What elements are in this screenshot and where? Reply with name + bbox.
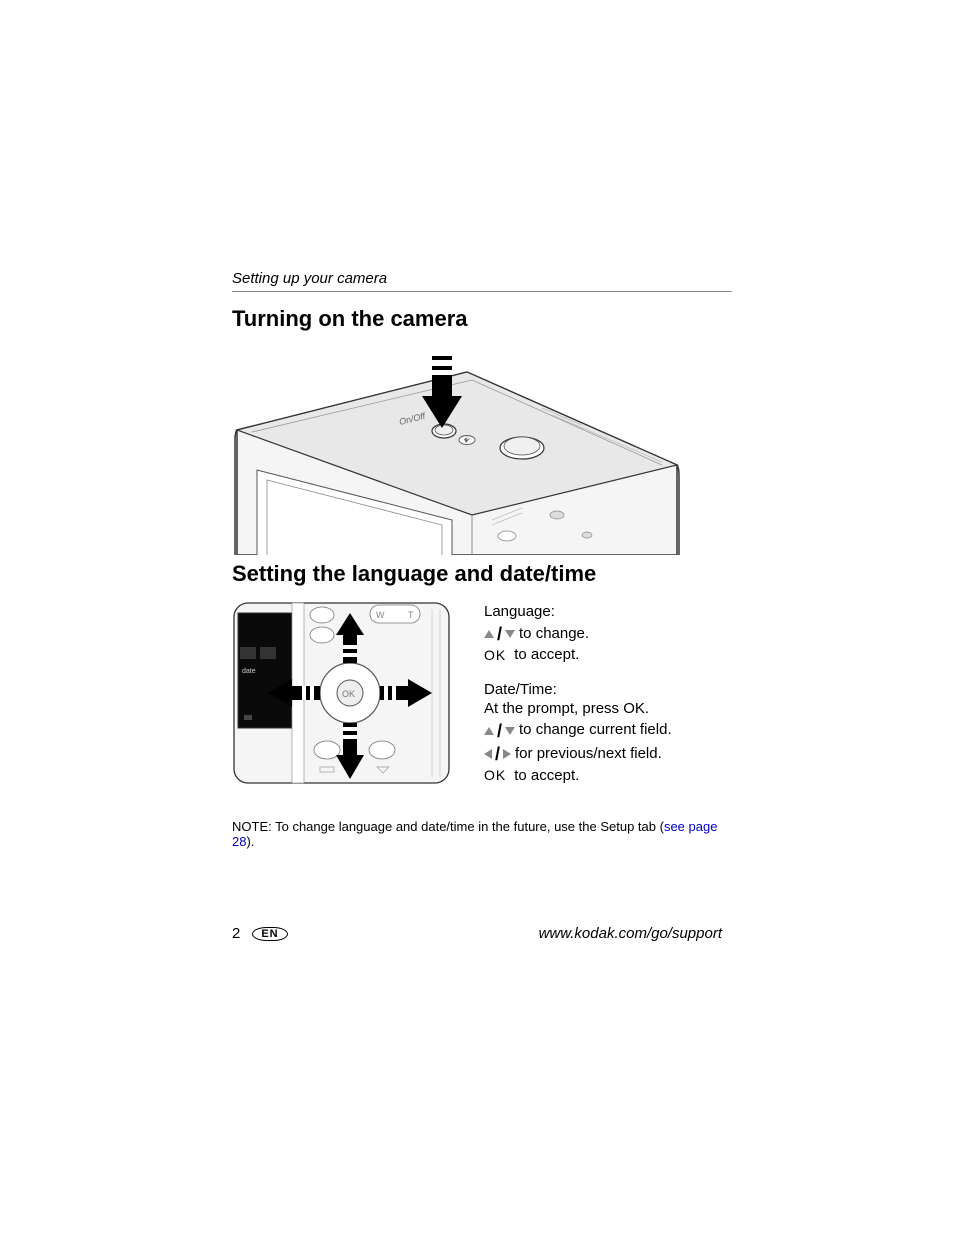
down-arrow-icon xyxy=(505,630,515,638)
heading-language-datetime: Setting the language and date/time xyxy=(232,561,732,587)
slash-icon: / xyxy=(497,720,502,743)
note-suffix: ). xyxy=(246,834,254,849)
page-number: 2 xyxy=(232,925,240,942)
datetime-change-text: to change current field. xyxy=(519,721,672,740)
left-arrow-icon xyxy=(484,749,492,759)
support-url[interactable]: www.kodak.com/go/support xyxy=(539,925,722,942)
language-instructions: Language: / to change. OK to accept. xyxy=(484,603,672,665)
datetime-instructions: Date/Time: At the prompt, press OK. / to… xyxy=(484,681,672,785)
datetime-prompt: At the prompt, press OK. xyxy=(484,700,672,719)
language-badge: EN xyxy=(252,927,287,941)
camera-power-illustration: On/Off xyxy=(232,340,682,555)
language-accept-line: OK to accept. xyxy=(484,646,672,665)
svg-text:OK: OK xyxy=(342,689,355,699)
svg-text:date: date xyxy=(242,668,256,675)
right-arrow-icon xyxy=(503,749,511,759)
camera-controls-illustration: date W T OK xyxy=(232,595,454,793)
language-accept-text: to accept. xyxy=(514,646,579,665)
datetime-nav-text: for previous/next field. xyxy=(515,745,662,764)
slash-icon: / xyxy=(497,623,502,646)
instructions-block: Language: / to change. OK to accept. Dat… xyxy=(484,595,672,801)
ok-label: OK xyxy=(484,767,506,785)
language-title: Language: xyxy=(484,603,672,622)
datetime-accept-text: to accept. xyxy=(514,767,579,786)
down-arrow-icon xyxy=(505,727,515,735)
page-footer: 2 EN www.kodak.com/go/support xyxy=(232,925,722,942)
note-line: NOTE: To change language and date/time i… xyxy=(232,819,732,849)
up-arrow-icon xyxy=(484,630,494,638)
datetime-change-line: / to change current field. xyxy=(484,720,672,743)
up-arrow-icon xyxy=(484,727,494,735)
datetime-nav-line: / for previous/next field. xyxy=(484,743,672,766)
svg-text:W: W xyxy=(376,610,385,620)
heading-turning-on: Turning on the camera xyxy=(232,306,732,332)
language-change-line: / to change. xyxy=(484,623,672,646)
slash-icon: / xyxy=(495,743,500,766)
ok-label: OK xyxy=(484,647,506,665)
note-prefix: NOTE: To change language and date/time i… xyxy=(232,819,664,834)
section-header: Setting up your camera xyxy=(232,270,732,292)
datetime-accept-line: OK to accept. xyxy=(484,767,672,786)
svg-text:T: T xyxy=(408,610,414,620)
language-change-text: to change. xyxy=(519,625,589,644)
datetime-title: Date/Time: xyxy=(484,681,672,700)
